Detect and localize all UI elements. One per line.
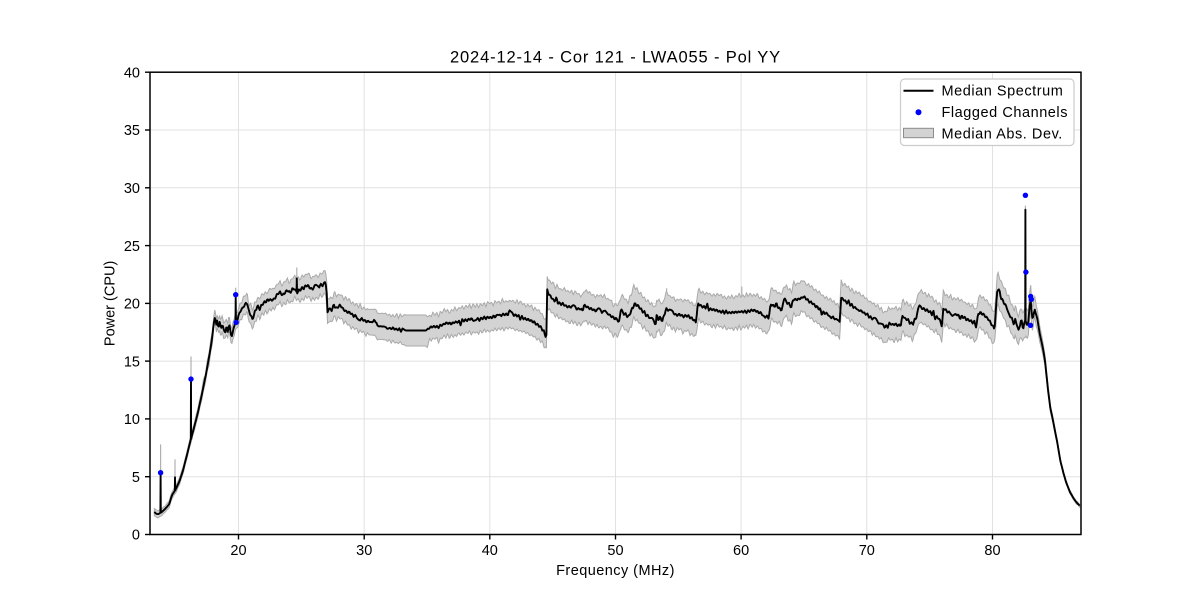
svg-text:Power (CPU): Power (CPU) xyxy=(103,261,119,346)
svg-text:20: 20 xyxy=(124,297,140,313)
svg-text:60: 60 xyxy=(733,543,749,559)
svg-text:Median Abs. Dev.: Median Abs. Dev. xyxy=(942,127,1063,143)
svg-text:25: 25 xyxy=(124,239,140,255)
svg-text:70: 70 xyxy=(859,543,875,559)
svg-text:20: 20 xyxy=(230,543,246,559)
svg-text:2024-12-14 - Cor 121 - LWA055: 2024-12-14 - Cor 121 - LWA055 - Pol YY xyxy=(450,49,781,67)
svg-text:15: 15 xyxy=(124,354,140,370)
svg-text:Flagged Channels: Flagged Channels xyxy=(942,105,1069,121)
svg-text:80: 80 xyxy=(984,543,1000,559)
svg-text:Frequency (MHz): Frequency (MHz) xyxy=(556,563,675,579)
svg-text:40: 40 xyxy=(482,543,498,559)
svg-text:30: 30 xyxy=(124,181,140,197)
svg-text:50: 50 xyxy=(607,543,623,559)
svg-text:30: 30 xyxy=(356,543,372,559)
svg-text:10: 10 xyxy=(124,412,140,428)
svg-text:5: 5 xyxy=(132,470,140,486)
svg-text:40: 40 xyxy=(124,65,140,81)
svg-text:35: 35 xyxy=(124,123,140,139)
svg-text:0: 0 xyxy=(132,528,140,544)
svg-text:Median Spectrum: Median Spectrum xyxy=(942,84,1064,100)
